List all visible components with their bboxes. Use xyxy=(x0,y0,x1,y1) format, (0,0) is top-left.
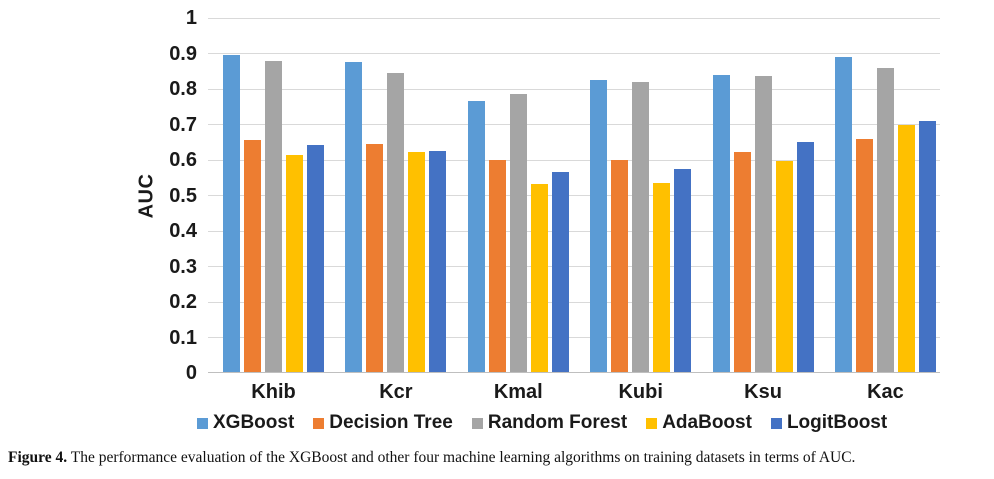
x-category-label-kcr: Kcr xyxy=(379,381,413,403)
y-tick-label-0.7: 0.7 xyxy=(169,113,197,136)
chart-legend: XGBoost Decision Tree Random Forest AdaBoos… xyxy=(197,411,887,435)
x-axis-line xyxy=(208,371,940,373)
legend-label-xgboost: XGBoost xyxy=(213,412,295,433)
bar-random-forest-khib xyxy=(265,60,282,373)
bar-decision-tree-kac xyxy=(855,139,873,373)
bar-xgboost-kmal xyxy=(467,101,485,373)
legend-label-decision-tree: Decision Tree xyxy=(329,412,453,433)
legend-swatch-icon-xgboost xyxy=(197,417,208,429)
gridline-0.5 xyxy=(208,195,940,196)
bar-xgboost-ksu xyxy=(712,74,730,373)
legend-label-logitboost: LogitBoost xyxy=(786,412,888,433)
bar-logitboost-kcr xyxy=(429,151,447,373)
gridline-0.9 xyxy=(208,53,940,54)
bar-decision-tree-khib xyxy=(244,140,261,373)
x-category-label-kubi: Kubi xyxy=(618,381,663,403)
bar-adaboost-kcr xyxy=(408,152,426,373)
bar-random-forest-kac xyxy=(876,68,894,373)
y-tick-label-0.4: 0.4 xyxy=(169,220,197,242)
gridline-0.8 xyxy=(208,88,940,90)
bar-random-forest-ksu xyxy=(754,75,772,373)
bar-group-kubi xyxy=(590,18,692,373)
bar-adaboost-khib xyxy=(286,155,303,373)
y-tick-label-0.6: 0.6 xyxy=(169,149,197,171)
gridline-1 xyxy=(208,17,940,19)
legend-item-adaboost: AdaBoost xyxy=(646,412,752,434)
legend-swatch-icon-adaboost xyxy=(646,417,658,429)
y-tick-label-0.9: 0.9 xyxy=(169,42,197,65)
bar-decision-tree-kubi xyxy=(611,160,629,373)
y-tick-label-0.3: 0.3 xyxy=(169,255,197,278)
gridline-0.4 xyxy=(208,230,940,232)
gridline-0.6 xyxy=(208,159,940,161)
figure-caption: Figure 4. The performance evaluation of … xyxy=(8,448,986,467)
bar-xgboost-kac xyxy=(834,57,852,373)
bar-xgboost-khib xyxy=(223,55,240,373)
bar-adaboost-ksu xyxy=(775,160,793,373)
y-tick-label-1: 1 xyxy=(185,7,197,29)
figure-caption-label: Figure 4. xyxy=(8,449,68,466)
bar-adaboost-kac xyxy=(897,124,915,373)
legend-swatch-icon-decision-tree xyxy=(313,417,325,429)
bar-logitboost-khib xyxy=(307,144,324,373)
legend-label-adaboost: AdaBoost xyxy=(662,412,752,433)
legend-label-random-forest: Random Forest xyxy=(487,412,628,433)
legend-item-random-forest: Random Forest xyxy=(471,412,628,434)
bar-xgboost-kubi xyxy=(590,80,608,373)
legend-swatch-icon-random-forest xyxy=(471,417,483,429)
bar-random-forest-kubi xyxy=(632,81,650,373)
y-tick-label-0.8: 0.8 xyxy=(169,78,197,100)
bar-group-khib xyxy=(223,18,324,373)
bar-random-forest-kmal xyxy=(509,94,527,373)
bar-random-forest-kcr xyxy=(387,73,405,373)
bar-groups xyxy=(208,18,940,373)
bar-logitboost-ksu xyxy=(796,141,814,373)
bar-logitboost-kac xyxy=(918,120,936,373)
bar-group-kmal xyxy=(467,18,569,373)
x-category-label-ksu: Ksu xyxy=(744,381,782,403)
legend-item-xgboost: XGBoost xyxy=(197,412,294,434)
bar-xgboost-kcr xyxy=(345,62,363,373)
bar-decision-tree-kcr xyxy=(366,144,384,373)
bar-logitboost-kubi xyxy=(674,168,692,373)
y-tick-label-0.5: 0.5 xyxy=(169,184,197,207)
gridline-0.3 xyxy=(208,266,940,267)
bar-group-ksu xyxy=(712,18,814,373)
legend-item-decision-tree: Decision Tree xyxy=(313,412,453,434)
plot-area xyxy=(208,17,940,373)
y-axis-tick-labels: 1 0.9 0.8 0.7 0.6 0.5 0.4 0.3 0.2 0.1 0 xyxy=(0,8,197,383)
figure-caption-text: The performance evaluation of the XGBoos… xyxy=(70,449,856,466)
y-tick-label-0.2: 0.2 xyxy=(169,291,197,313)
x-category-label-kmal: Kmal xyxy=(493,381,543,403)
bar-group-kcr xyxy=(345,18,447,373)
gridline-0.2 xyxy=(208,301,940,303)
bar-decision-tree-kmal xyxy=(488,160,506,373)
legend-swatch-icon-logitboost xyxy=(770,417,782,429)
x-category-label-khib: Khib xyxy=(251,381,296,403)
bar-decision-tree-ksu xyxy=(733,152,751,373)
y-tick-label-0: 0 xyxy=(185,362,197,384)
gridline-0.7 xyxy=(208,124,940,125)
legend-item-logitboost: LogitBoost xyxy=(770,412,888,434)
x-axis-category-labels: Khib Kcr Kmal Kubi Ksu Kac xyxy=(208,381,940,404)
x-category-label-kac: Kac xyxy=(867,381,904,403)
y-tick-label-0.1: 0.1 xyxy=(169,326,197,349)
bar-group-kac xyxy=(834,18,936,373)
gridline-0.1 xyxy=(208,337,940,338)
bar-logitboost-kmal xyxy=(551,171,569,373)
bar-adaboost-kmal xyxy=(530,183,548,373)
bar-adaboost-kubi xyxy=(653,182,671,373)
